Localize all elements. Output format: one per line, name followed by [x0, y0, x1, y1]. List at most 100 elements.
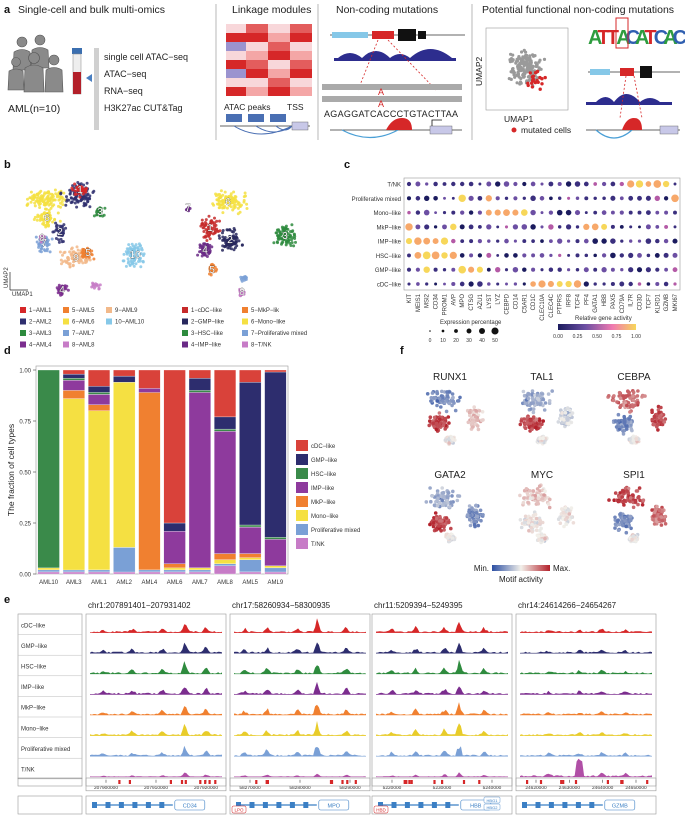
dot-row-label: cDC−like — [377, 283, 402, 289]
dot-mark — [504, 225, 509, 229]
umap-point — [43, 238, 47, 242]
umap-point — [42, 248, 46, 252]
dot-mark — [567, 253, 571, 257]
dot-mark — [575, 253, 580, 258]
dot-mark — [477, 238, 483, 244]
heatmap-cell — [246, 78, 268, 87]
dot-mark — [423, 209, 430, 216]
umap-point — [229, 199, 233, 202]
motif-umap-point — [521, 500, 526, 505]
motif-title: CEBPA — [617, 372, 650, 383]
motif-umap-point — [621, 432, 626, 436]
bar-segment — [163, 369, 186, 524]
umap-point — [42, 223, 46, 227]
dot-mark — [619, 210, 624, 215]
umap-point — [212, 223, 216, 227]
motif-umap-point — [652, 514, 656, 518]
dot-mark — [540, 182, 544, 186]
dot-mark — [416, 282, 420, 286]
coverage-track — [376, 723, 508, 736]
motif-umap-point — [527, 528, 531, 533]
dot-mark — [440, 237, 449, 245]
motif-umap-point — [566, 421, 571, 426]
gene-tick-label: HBB — [602, 294, 608, 306]
motif-umap-point — [618, 396, 623, 401]
bar-segment — [239, 571, 262, 575]
umap-point — [51, 195, 55, 198]
gene-tick-label: CD79A — [620, 294, 626, 313]
motif-umap-point — [629, 427, 634, 431]
motif-umap-point — [530, 530, 534, 534]
umap-point — [61, 227, 65, 231]
dot-row-label: Mono−like — [373, 211, 401, 217]
legend-label: 5−AML5 — [72, 308, 95, 314]
snp-mark — [180, 780, 184, 784]
motif-umap-point — [474, 503, 478, 508]
dot-mark — [442, 224, 447, 230]
heatmap-cell — [226, 69, 246, 78]
atac-peaks-label: ATAC peaks — [224, 102, 270, 112]
gene-name: CD34 — [183, 804, 197, 810]
umap-point — [218, 219, 221, 223]
umap-point — [64, 226, 68, 230]
motif-umap-point — [475, 514, 480, 519]
gene-exon — [276, 802, 282, 808]
gene-tick-label: CLEC4C — [549, 293, 555, 317]
motif-umap-point — [430, 391, 435, 395]
motif-umap-point — [468, 523, 473, 528]
motif-umap-point — [650, 408, 654, 413]
umap-point — [238, 205, 242, 208]
heatmap-cell — [226, 51, 246, 60]
umap-point — [29, 190, 33, 194]
umap-point — [209, 226, 213, 229]
gene-tick-label: PTPRS — [558, 294, 564, 314]
motif-umap-point — [617, 390, 622, 395]
bar-legend-swatch — [296, 468, 308, 479]
umap-point — [122, 252, 126, 256]
umap-point — [225, 206, 229, 210]
extra-gene-name: HBG1 — [487, 798, 499, 803]
gene-tick-label: TCF7 — [646, 293, 652, 309]
dot-mark — [449, 251, 457, 260]
umap-point — [84, 255, 88, 259]
dot-mark — [468, 281, 474, 287]
motif-umap-point — [620, 425, 624, 429]
umap-point — [125, 252, 129, 256]
umap-point — [40, 247, 43, 251]
bar-legend-swatch — [296, 538, 308, 549]
snp-mark — [441, 780, 444, 784]
motif-umap-point — [450, 494, 454, 498]
snp-mark — [118, 780, 121, 784]
umap-point — [47, 190, 50, 194]
motif-umap-point — [536, 534, 541, 538]
bar-segment — [62, 390, 85, 399]
umap-cell-point — [522, 74, 526, 79]
dot-mark — [504, 253, 509, 258]
motif-umap-point — [538, 528, 542, 533]
gene-tick-label: TCF4 — [575, 293, 581, 309]
x-tick-label: AML8 — [217, 580, 233, 586]
dot-mark — [504, 196, 509, 200]
dot-mark — [513, 239, 517, 243]
motif-umap-point — [433, 511, 438, 515]
umap-point — [62, 223, 66, 227]
dot-mark — [635, 180, 644, 188]
umap-point — [61, 253, 64, 257]
umap-point — [66, 288, 70, 292]
bar-segment — [264, 369, 287, 373]
cluster-label: 5 — [209, 265, 215, 276]
gene-tick-label: IRF8 — [567, 293, 573, 307]
dot-mark — [450, 223, 457, 231]
umap-point — [65, 195, 68, 199]
motif-umap-point — [659, 523, 664, 527]
umap-point — [126, 257, 130, 261]
snp-mark — [403, 780, 406, 784]
motif-umap-point — [612, 394, 616, 398]
umap-point — [204, 235, 208, 239]
panel-b-legend: 1−AML1 2−AML2 3−AML3 4−AML4 5−AML5 6−AML6 7−AM… — [20, 307, 307, 349]
umap-point — [276, 234, 280, 238]
umap-cell-point — [535, 64, 539, 68]
umap-cell-point — [514, 60, 519, 64]
dot-mark — [548, 267, 554, 272]
dot-mark — [549, 253, 553, 258]
